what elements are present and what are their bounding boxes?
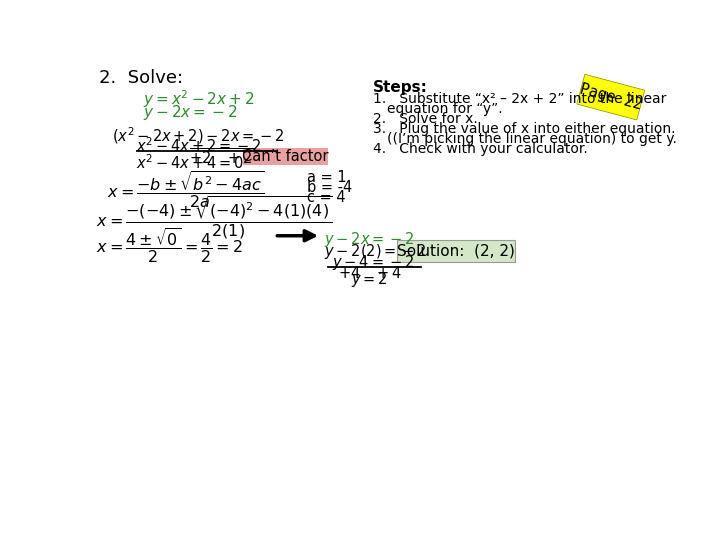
Text: Can’t factor: Can’t factor (242, 149, 328, 164)
Text: $\overline{+2 \quad +2}$: $\overline{+2 \quad +2}$ (189, 148, 254, 168)
Text: 2.  Solve:: 2. Solve: (99, 69, 184, 86)
Text: $+4 \quad +4$: $+4 \quad +4$ (338, 265, 402, 281)
Text: $y - 2(2) = -2$: $y - 2(2) = -2$ (324, 242, 427, 261)
Text: ((I’m picking the linear equation) to get y.: ((I’m picking the linear equation) to ge… (387, 132, 677, 146)
Text: $y = x^2 - 2x + 2$: $y = x^2 - 2x + 2$ (143, 88, 254, 110)
Text: $x^2 - 4x + 4 = 0$: $x^2 - 4x + 4 = 0$ (137, 153, 245, 172)
Text: 2.   Solve for x.: 2. Solve for x. (373, 112, 477, 126)
Text: 4.   Check with your calculator.: 4. Check with your calculator. (373, 142, 588, 156)
Text: $x = \dfrac{-(-4) \pm \sqrt{(-4)^2 - 4(1)(4)}}{2(1)}$: $x = \dfrac{-(-4) \pm \sqrt{(-4)^2 - 4(1… (96, 194, 333, 241)
Text: $x^2 - 4x + 2 = -2$: $x^2 - 4x + 2 = -2$ (137, 137, 262, 155)
Text: c = 4: c = 4 (307, 190, 346, 205)
Text: $y - 4 = -2$: $y - 4 = -2$ (332, 253, 414, 273)
Text: 3.   Plug the value of x into either equation.: 3. Plug the value of x into either equat… (373, 122, 675, 136)
FancyBboxPatch shape (397, 240, 515, 262)
Text: Page 22: Page 22 (578, 82, 644, 113)
Text: 1.   Substitute “x² – 2x + 2” into the linear: 1. Substitute “x² – 2x + 2” into the lin… (373, 92, 666, 106)
Text: $(x^2 - 2x + 2) - 2x = -2$: $(x^2 - 2x + 2) - 2x = -2$ (112, 125, 284, 146)
Text: $y - 2x = -2$: $y - 2x = -2$ (143, 103, 237, 122)
FancyBboxPatch shape (243, 148, 328, 165)
Text: Steps:: Steps: (373, 80, 428, 95)
Text: a = 1: a = 1 (307, 170, 346, 185)
Text: $y - 2x = -2$: $y - 2x = -2$ (324, 231, 415, 249)
Text: Solution:  (2, 2): Solution: (2, 2) (397, 244, 515, 259)
FancyBboxPatch shape (577, 75, 644, 120)
Text: $x = \dfrac{4 \pm \sqrt{0}}{2} = \dfrac{4}{2} = 2$: $x = \dfrac{4 \pm \sqrt{0}}{2} = \dfrac{… (96, 226, 243, 266)
Text: $x = \dfrac{-b \pm \sqrt{b^2 - 4ac}}{2a}$: $x = \dfrac{-b \pm \sqrt{b^2 - 4ac}}{2a}… (107, 168, 264, 210)
Text: equation for “y”.: equation for “y”. (387, 102, 503, 116)
Text: b = -4: b = -4 (307, 180, 352, 195)
Text: $y = 2$: $y = 2$ (351, 271, 388, 289)
